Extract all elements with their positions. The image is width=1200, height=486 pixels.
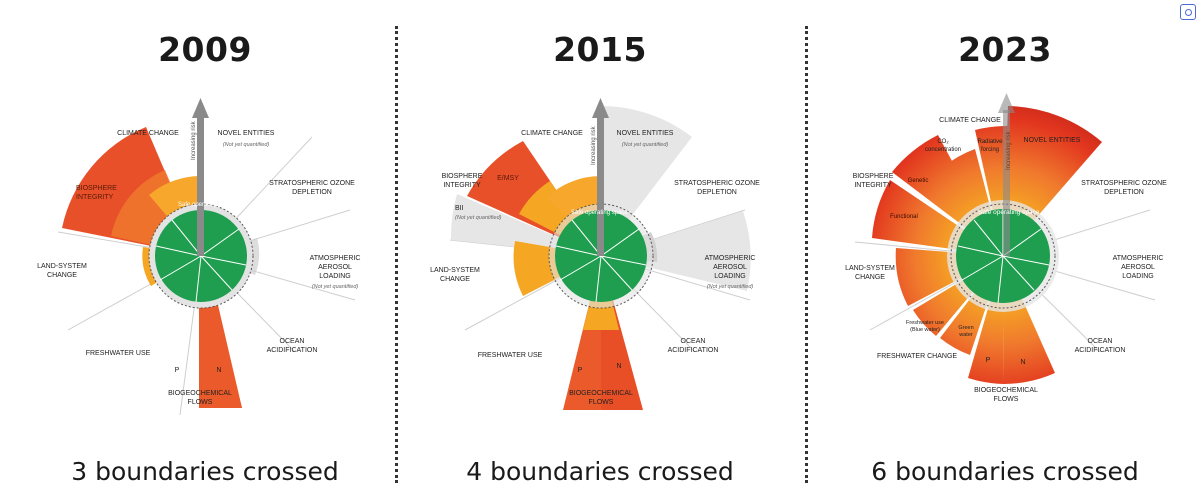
label-biosphere: BIOSPHERE <box>442 173 483 180</box>
panel-2015: 2015 <box>405 0 795 486</box>
svg-text:DEPLETION: DEPLETION <box>292 189 332 196</box>
label-novel-entities: NOVEL ENTITIES <box>218 130 275 137</box>
label-radiative-forcing: Radiative <box>977 139 1003 145</box>
panel-caption: 3 boundaries crossed <box>71 457 339 486</box>
label-aerosol: ATMOSPHERIC <box>310 255 361 262</box>
svg-text:ACIDIFICATION: ACIDIFICATION <box>1075 347 1126 354</box>
label-climate-change: CLIMATE CHANGE <box>521 130 583 137</box>
planetary-boundaries-diagram-2023: Increasing risk Safe operating space CLI… <box>845 93 1167 403</box>
label-ocean: OCEAN <box>681 338 706 345</box>
label-novel-entities: NOVEL ENTITIES <box>1024 137 1081 144</box>
divider <box>805 26 808 483</box>
svg-text:INTEGRITY: INTEGRITY <box>443 182 481 189</box>
panel-2009: 2009 <box>10 0 400 486</box>
panel-caption: 4 boundaries crossed <box>466 457 734 486</box>
label-novel-entities-note: (Not yet quantified) <box>223 142 270 148</box>
svg-text:(Not yet quantified): (Not yet quantified) <box>312 284 359 290</box>
label-blue-water: Freshwater use <box>906 320 944 326</box>
label-biosphere: BIOSPHERE <box>76 185 117 192</box>
label-p: P <box>578 367 583 374</box>
planetary-boundaries-diagram-2015: Increasing risk Safe operating space CLI… <box>430 98 760 410</box>
safe-space-label: Safe operating space <box>178 202 235 208</box>
svg-text:(Not yet quantified): (Not yet quantified) <box>455 215 502 221</box>
svg-text:AEROSOL: AEROSOL <box>318 264 352 271</box>
svg-text:LOADING: LOADING <box>319 273 351 280</box>
label-freshwater: FRESHWATER USE <box>86 350 151 357</box>
label-ocean: OCEAN <box>280 338 305 345</box>
label-land-system: LAND-SYSTEM <box>37 263 87 270</box>
svg-text:CHANGE: CHANGE <box>855 274 885 281</box>
svg-text:FLOWS: FLOWS <box>188 399 213 406</box>
label-biogeochemical: BIOGEOCHEMICAL <box>168 390 232 397</box>
svg-text:water: water <box>958 332 973 338</box>
svg-text:FLOWS: FLOWS <box>589 399 614 406</box>
label-p: P <box>175 367 180 374</box>
panel-2023: 2023 <box>810 0 1200 486</box>
label-climate-change: CLIMATE CHANGE <box>117 130 179 137</box>
label-p: P <box>986 357 991 364</box>
label-genetic: Genetic <box>908 178 929 184</box>
svg-text:AEROSOL: AEROSOL <box>713 264 747 271</box>
svg-text:Increasing risk: Increasing risk <box>1006 130 1012 170</box>
label-freshwater: FRESHWATER CHANGE <box>877 353 957 360</box>
svg-text:CHANGE: CHANGE <box>47 272 77 279</box>
label-green-water: Green <box>958 325 973 331</box>
label-freshwater: FRESHWATER USE <box>478 352 543 359</box>
svg-text:INTEGRITY: INTEGRITY <box>76 194 114 201</box>
increasing-risk-arrow: Increasing risk <box>591 98 609 256</box>
label-land-system: LAND-SYSTEM <box>845 265 895 272</box>
svg-text:concentration: concentration <box>925 147 961 153</box>
svg-text:Increasing risk: Increasing risk <box>591 125 597 165</box>
svg-text:INTEGRITY: INTEGRITY <box>854 182 892 189</box>
label-land-system: LAND-SYSTEM <box>430 267 480 274</box>
svg-text:Increasing risk: Increasing risk <box>191 120 197 160</box>
svg-text:DEPLETION: DEPLETION <box>1104 189 1144 196</box>
label-ozone: STRATOSPHERIC OZONE <box>269 180 355 187</box>
svg-text:(Not yet quantified): (Not yet quantified) <box>707 284 754 290</box>
planetary-boundaries-diagram-2009: Increasing risk Safe operating space CLI… <box>37 98 361 416</box>
label-ozone: STRATOSPHERIC OZONE <box>674 180 760 187</box>
svg-text:CHANGE: CHANGE <box>440 276 470 283</box>
label-novel-entities: NOVEL ENTITIES <box>617 130 674 137</box>
increasing-risk-arrow: Increasing risk <box>998 93 1015 256</box>
label-aerosol: ATMOSPHERIC <box>705 255 756 262</box>
svg-text:AEROSOL: AEROSOL <box>1121 264 1155 271</box>
label-co2: CO₂ <box>937 139 949 145</box>
label-biogeochemical: BIOGEOCHEMICAL <box>569 390 633 397</box>
panel-year: 2023 <box>958 30 1052 69</box>
safe-space-label: Safe operating space <box>978 209 1040 216</box>
increasing-risk-arrow: Increasing risk <box>191 98 209 256</box>
svg-text:DEPLETION: DEPLETION <box>697 189 737 196</box>
label-n: N <box>216 367 221 374</box>
svg-text:LOADING: LOADING <box>1122 273 1154 280</box>
panel-year: 2009 <box>158 30 252 69</box>
safe-space-label: Safe operating space <box>571 210 628 216</box>
svg-text:LOADING: LOADING <box>714 273 746 280</box>
label-n: N <box>616 363 621 370</box>
expand-image-icon[interactable] <box>1180 4 1196 20</box>
svg-text:ACIDIFICATION: ACIDIFICATION <box>267 347 318 354</box>
label-n: N <box>1020 359 1025 366</box>
label-emsy: E/MSY <box>497 175 519 182</box>
label-ocean: OCEAN <box>1088 338 1113 345</box>
label-biosphere: BIOSPHERE <box>853 173 894 180</box>
svg-text:ACIDIFICATION: ACIDIFICATION <box>668 347 719 354</box>
label-climate-change: CLIMATE CHANGE <box>939 117 1001 124</box>
label-functional: Functional <box>890 214 918 220</box>
divider <box>395 26 398 483</box>
panel-caption: 6 boundaries crossed <box>871 457 1139 486</box>
svg-text:FLOWS: FLOWS <box>994 396 1019 403</box>
label-aerosol: ATMOSPHERIC <box>1113 255 1164 262</box>
label-biogeochemical: BIOGEOCHEMICAL <box>974 387 1038 394</box>
aerosol-not-quantified <box>601 211 751 291</box>
panel-year: 2015 <box>553 30 647 69</box>
svg-text:forcing: forcing <box>981 147 999 153</box>
label-ozone: STRATOSPHERIC OZONE <box>1081 180 1167 187</box>
svg-text:(Not yet quantified): (Not yet quantified) <box>622 142 669 148</box>
label-bii: BII <box>455 205 464 212</box>
svg-text:(Blue water): (Blue water) <box>910 327 940 333</box>
